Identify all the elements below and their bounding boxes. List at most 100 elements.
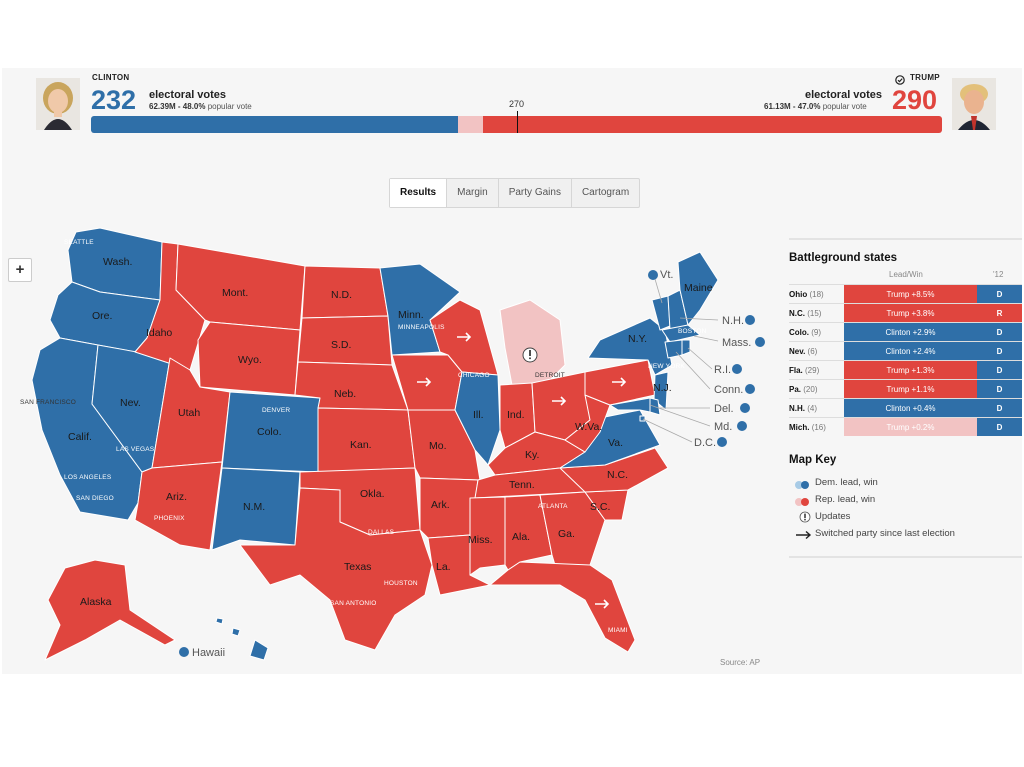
row-state-name: N.C.: [789, 308, 805, 318]
label-ga: Ga.: [558, 528, 575, 540]
city-label: BOSTON: [678, 328, 707, 335]
battleground-row[interactable]: Fla. (29) Trump +1.3% D: [789, 360, 1022, 380]
callout-line: [642, 418, 693, 443]
row-lead: Trump +8.5%: [844, 284, 977, 304]
clinton-avatar: [36, 78, 80, 130]
battleground-row[interactable]: Mich. (16) Trump +0.2% D: [789, 417, 1022, 436]
state-nm[interactable]: [211, 467, 301, 551]
panel-top-rule: [789, 238, 1022, 240]
label-calif: Calif.: [68, 431, 92, 443]
label-colo: Colo.: [257, 426, 282, 438]
row-lead: Trump +1.1%: [844, 379, 977, 399]
key-label: Rep. lead, win: [815, 494, 876, 505]
row-prev-result: D: [977, 417, 1022, 436]
state-va[interactable]: [559, 409, 661, 469]
label-maine: Maine: [684, 282, 713, 294]
switch-arrow-icon: [612, 377, 627, 387]
tab-results[interactable]: Results: [390, 179, 448, 207]
battleground-title: Battleground states: [789, 252, 897, 264]
row-lead: Trump +1.3%: [844, 360, 977, 380]
dot-vt[interactable]: [648, 270, 658, 280]
tab-party-gains[interactable]: Party Gains: [499, 179, 572, 207]
battleground-row[interactable]: Colo. (9) Clinton +2.9% D: [789, 322, 1022, 342]
dot-nh[interactable]: [745, 315, 755, 325]
dot-dc[interactable]: [717, 437, 727, 447]
state-maine[interactable]: [677, 251, 719, 326]
threshold-label: 270: [509, 99, 525, 109]
row-prev-result: D: [977, 284, 1022, 304]
state-dc[interactable]: [639, 415, 646, 422]
tab-cartogram[interactable]: Cartogram: [581, 187, 630, 198]
state-texas[interactable]: [239, 487, 433, 651]
state-ariz[interactable]: [134, 461, 223, 551]
state-fla[interactable]: [489, 561, 636, 653]
city-label: CHICAGO: [458, 372, 490, 379]
battleground-row[interactable]: Ohio (18) Trump +8.5% D: [789, 284, 1022, 304]
side-panel: Battleground states Lead/Win '12 Ohio (1…: [789, 238, 1022, 558]
label-mo: Mo.: [429, 440, 447, 452]
dem-dots-icon: [795, 478, 813, 489]
state-md[interactable]: [609, 397, 651, 413]
battleground-row[interactable]: N.C. (15) Trump +3.8% R: [789, 303, 1022, 323]
city-label: DALLAS: [368, 529, 395, 536]
battleground-row[interactable]: N.H. (4) Clinton +0.4% D: [789, 398, 1022, 418]
dot-md[interactable]: [737, 421, 747, 431]
tab-margin[interactable]: Margin: [447, 179, 499, 207]
state-mich[interactable]: [499, 299, 566, 386]
northeast-callout-dots: Vt. N.H. Mass. R.I. Conn. Del. Md. D.C. …: [179, 269, 765, 659]
battleground-row[interactable]: Pa. (20) Trump +1.1% D: [789, 379, 1022, 399]
city-label: DETROIT: [535, 372, 565, 379]
dot-ri[interactable]: [732, 364, 742, 374]
switch-arrow-icon: [595, 599, 610, 609]
label-mass: Mass.: [722, 337, 751, 349]
left-candidate-name: CLINTON: [92, 73, 130, 82]
battleground-row[interactable]: Nev. (6) Clinton +2.4% D: [789, 341, 1022, 361]
label-tenn: Tenn.: [509, 479, 535, 491]
city-label: SAN FRANCISCO: [20, 399, 76, 406]
label-mont: Mont.: [222, 287, 248, 299]
arrow-icon: [795, 529, 813, 540]
row-state-name: Nev.: [789, 346, 806, 356]
state-alaska[interactable]: [44, 559, 176, 661]
key-label: Updates: [815, 511, 851, 522]
label-miss: Miss.: [468, 534, 493, 546]
label-nev: Nev.: [120, 397, 141, 409]
dot-mass[interactable]: [755, 337, 765, 347]
state-hawaii[interactable]: [215, 617, 269, 661]
row-ev: (6): [807, 346, 818, 356]
label-neb: Neb.: [334, 388, 356, 400]
zoom-in-button[interactable]: +: [8, 258, 32, 282]
state-ri[interactable]: [681, 339, 691, 356]
left-electoral-votes: 232: [91, 85, 137, 115]
switch-arrow-icon: [552, 396, 567, 406]
state-mass[interactable]: [661, 324, 701, 343]
callout-line: [649, 404, 711, 427]
label-wva: W.Va.: [575, 421, 602, 433]
city-label: NEW YORK: [648, 363, 685, 370]
dot-hawaii[interactable]: [179, 647, 189, 657]
city-label: PHOENIX: [154, 515, 185, 522]
state-wyo[interactable]: [197, 321, 301, 396]
row-state: Mich. (16): [789, 417, 844, 436]
label-idaho: Idaho: [146, 327, 172, 339]
label-va: Va.: [608, 437, 623, 449]
callout-line: [687, 347, 713, 370]
right-candidate-name: TRUMP: [910, 73, 940, 82]
row-state-name: Fla.: [789, 365, 803, 375]
city-label: SAN ANTONIO: [330, 600, 377, 607]
city-label: ATLANTA: [538, 503, 568, 510]
label-nd: N.D.: [331, 289, 352, 301]
callout-line: [693, 335, 719, 342]
row-state: Nev. (6): [789, 341, 844, 361]
row-lead: Clinton +0.4%: [844, 398, 977, 418]
col-lead-header: Lead/Win: [889, 270, 923, 279]
label-ala: Ala.: [512, 531, 530, 543]
dot-conn[interactable]: [745, 384, 755, 394]
right-electoral-votes: 290: [892, 85, 938, 115]
dot-del[interactable]: [740, 403, 750, 413]
label-dc: D.C.: [694, 437, 716, 449]
map-key-title: Map Key: [789, 454, 837, 466]
row-state-name: Mich.: [789, 422, 810, 432]
row-ev: (4): [807, 403, 818, 413]
bar-dem-segment: [91, 116, 458, 133]
